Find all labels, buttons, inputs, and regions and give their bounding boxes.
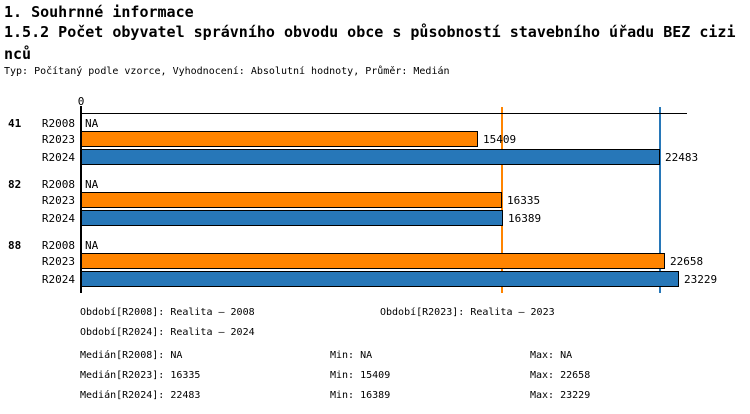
stat-value: NA (170, 350, 183, 361)
stat-median-r2024: Medián[R2024]: 22483 (80, 390, 200, 402)
legend-value: Realita – 2023 (470, 307, 555, 318)
legend-item-r2008: Období[R2008]: Realita – 2008 (80, 307, 255, 319)
legend-label: Období[R2024]: (80, 327, 165, 338)
stat-label: Min: (330, 350, 355, 361)
stat-max-r2023: Max: 22658 (530, 370, 590, 382)
report-title: 1. Souhrnné informace (4, 3, 194, 21)
legend-item-r2023: Období[R2023]: Realita – 2023 (380, 307, 555, 319)
stat-value: 16389 (360, 390, 391, 401)
na-label: NA (85, 239, 99, 252)
stat-label: Medián[R2023]: (80, 370, 165, 381)
stat-value: 23229 (560, 390, 591, 401)
median-R2023-line (501, 107, 503, 293)
bar-value-label: 16389 (508, 212, 542, 225)
stat-value: 22483 (170, 390, 201, 401)
stat-max-r2008: Max: NA (530, 350, 572, 362)
na-label: NA (85, 117, 99, 130)
bar-R2024-group-88 (81, 271, 679, 287)
series-label: R2024 (41, 212, 75, 225)
stat-median-r2023: Medián[R2023]: 16335 (80, 370, 200, 382)
legend-value: Realita – 2008 (170, 307, 255, 318)
series-label: R2023 (41, 133, 75, 146)
stat-max-r2024: Max: 23229 (530, 390, 590, 402)
series-label: R2023 (41, 255, 75, 268)
x-axis-zero-label: 0 (77, 95, 85, 108)
series-label: R2023 (41, 194, 75, 207)
series-label: R2008 (41, 117, 75, 130)
na-label: NA (85, 178, 99, 191)
bar-R2023-group-88 (81, 253, 665, 269)
group-label-41: 41 (8, 117, 22, 130)
stat-label: Min: (330, 390, 355, 401)
section-title: 1.5.2 Počet obyvatel správního obvodu ob… (4, 23, 736, 63)
legend-value: Realita – 2024 (170, 327, 255, 338)
legend-item-r2024: Období[R2024]: Realita – 2024 (80, 327, 255, 339)
bar-R2024-group-41 (81, 149, 660, 165)
bar-value-label: 23229 (684, 273, 718, 286)
chart-top-border (81, 113, 687, 114)
bar-R2023-group-82 (81, 192, 502, 208)
bar-R2023-group-41 (81, 131, 478, 147)
bar-value-label: 22658 (670, 255, 704, 268)
series-label: R2024 (41, 151, 75, 164)
legend-label: Období[R2023]: (380, 307, 465, 318)
median-R2024-line (659, 107, 661, 293)
stat-value: NA (360, 350, 373, 361)
stat-label: Max: (530, 370, 555, 381)
bar-value-label: 22483 (665, 151, 699, 164)
bar-value-label: 15409 (483, 133, 517, 146)
series-label: R2008 (41, 239, 75, 252)
stat-label: Max: (530, 350, 555, 361)
stat-value: 15409 (360, 370, 391, 381)
chart-area: 0 41 R2008 NA R2023 15409 R2024 22483 82 R2008 NA R… (0, 95, 750, 305)
stat-min-r2023: Min: 15409 (330, 370, 390, 382)
stat-value: 16335 (170, 370, 201, 381)
stat-min-r2024: Min: 16389 (330, 390, 390, 402)
stat-label: Medián[R2024]: (80, 390, 165, 401)
stat-value: NA (560, 350, 573, 361)
stat-label: Min: (330, 370, 355, 381)
group-label-82: 82 (8, 178, 22, 191)
bar-value-label: 16335 (507, 194, 541, 207)
stat-label: Max: (530, 390, 555, 401)
series-label: R2008 (41, 178, 75, 191)
stat-min-r2008: Min: NA (330, 350, 372, 362)
series-label: R2024 (41, 273, 75, 286)
stat-median-r2008: Medián[R2008]: NA (80, 350, 182, 362)
chart-subtitle: Typ: Počítaný podle vzorce, Vyhodnocení:… (4, 66, 450, 77)
group-label-88: 88 (8, 239, 22, 252)
stat-label: Medián[R2008]: (80, 350, 165, 361)
stat-value: 22658 (560, 370, 591, 381)
bar-R2024-group-82 (81, 210, 503, 226)
legend-label: Období[R2008]: (80, 307, 165, 318)
